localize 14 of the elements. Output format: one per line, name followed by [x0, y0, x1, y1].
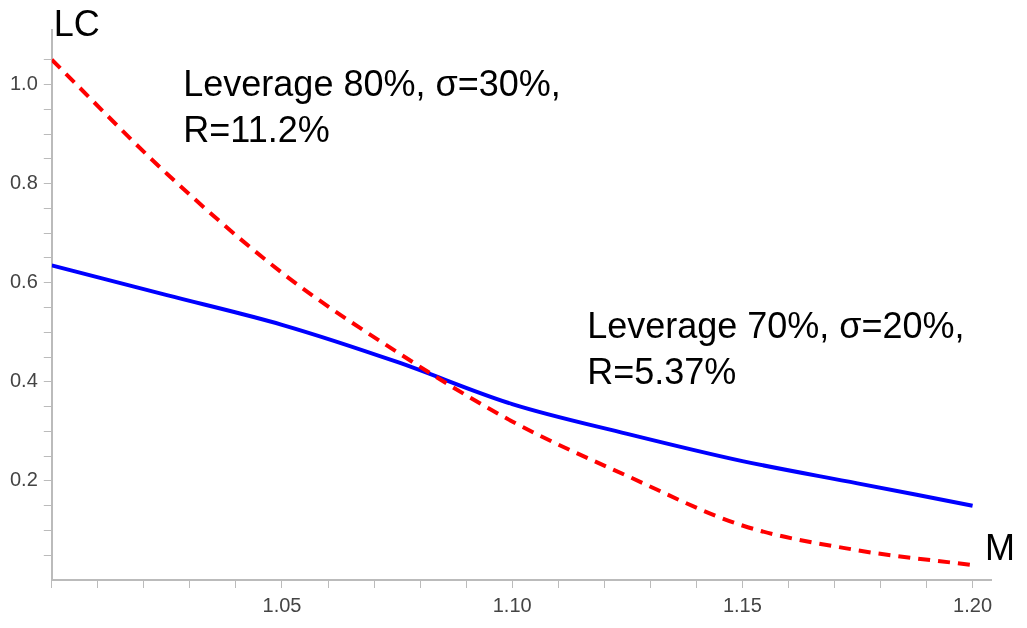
- y-tick-label: 0.8: [9, 171, 38, 194]
- x-tick-label: 1.10: [492, 593, 532, 616]
- y-tick-label: 0.4: [9, 369, 38, 392]
- y-tick-label: 0.6: [9, 270, 38, 293]
- y-tick-label: 0.2: [9, 468, 38, 491]
- line-series: [51, 263, 975, 508]
- x-tick-label: 1.15: [722, 593, 762, 616]
- series-label: Leverage 80%, σ=30%, R=11.2%: [183, 63, 561, 151]
- x-tick-label: 1.20: [953, 593, 993, 616]
- x-tick-label: 1.05: [262, 593, 302, 616]
- y-tick-label: 1.0: [9, 72, 38, 95]
- x-axis-title: M: [985, 526, 1015, 568]
- series-label: Leverage 70%, σ=20%, R=5.37%: [587, 305, 965, 393]
- y-axis-title: LC: [53, 2, 100, 44]
